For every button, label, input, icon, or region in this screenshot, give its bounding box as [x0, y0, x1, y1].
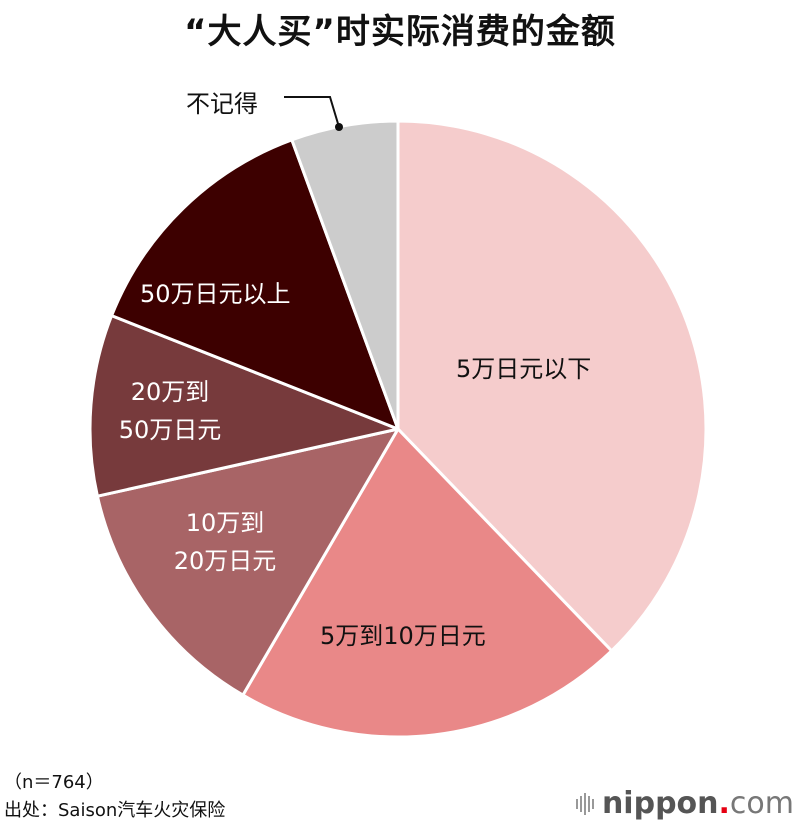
pie-slice [88, 314, 400, 498]
nippon-logo: nippon. com [575, 786, 794, 821]
slice-label-under-5man: 5万日元以下 [456, 355, 592, 383]
pie-slice [396, 119, 708, 653]
pie-slice [241, 427, 614, 739]
slice-label-10-20man: 10万到 20万日元 [173, 509, 277, 575]
sample-size-note: （n＝764） [4, 772, 104, 793]
logo-brand: nippon [601, 786, 719, 821]
pie-slice [95, 427, 400, 697]
callout-dot [335, 123, 343, 131]
slice-label-20-50man: 20万到 50万日元 [118, 378, 222, 444]
pie-slice [290, 119, 400, 431]
chart-title: “大人买”时实际消费的金额 [184, 12, 616, 52]
slice-label-over-50man: 50万日元以上 [140, 280, 291, 308]
logo-dot: . [718, 786, 730, 821]
sound-bars-icon [575, 792, 594, 815]
pie-slice [110, 138, 400, 431]
logo-tld: com [729, 786, 794, 821]
slice-label-5-10man: 5万到10万日元 [320, 622, 486, 650]
callout-leader-line [284, 96, 340, 128]
pie-slices [88, 119, 708, 739]
source-note: 出处：Saison汽车火灾保险 [4, 800, 226, 821]
slice-label-dont-remember: 不记得 [186, 90, 258, 118]
